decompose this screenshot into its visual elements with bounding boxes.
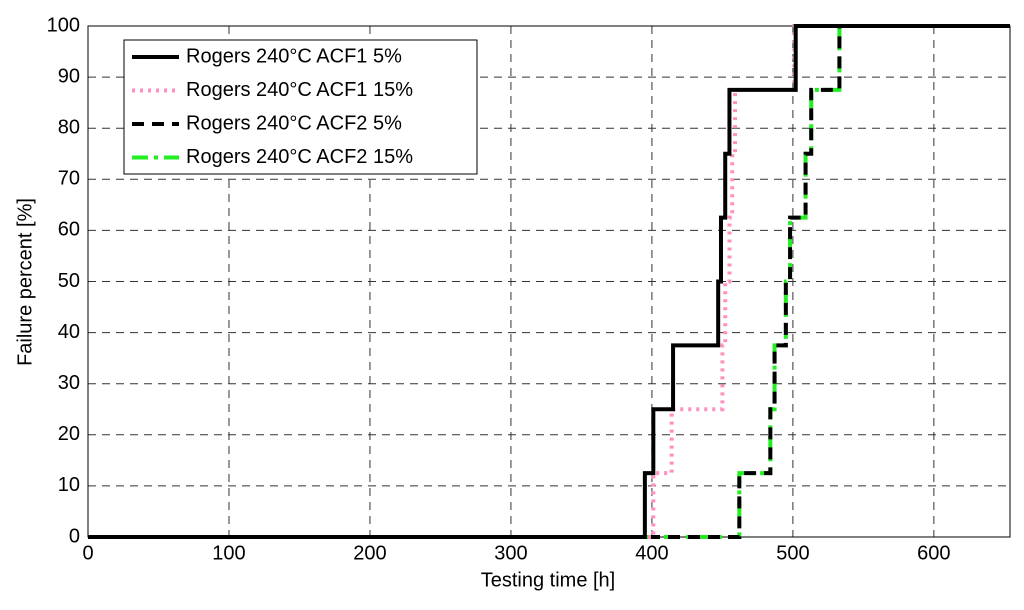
y-tick-label: 50	[58, 270, 80, 292]
y-tick-label: 80	[58, 116, 80, 138]
x-tick-label: 100	[212, 542, 245, 564]
x-axis-label: Testing time [h]	[481, 569, 616, 591]
x-tick-label: 400	[635, 542, 668, 564]
y-tick-label: 30	[58, 372, 80, 394]
legend-box	[123, 39, 478, 175]
y-tick-label: 0	[69, 525, 80, 547]
x-tick-label: 200	[353, 542, 386, 564]
x-tick-label: 500	[776, 542, 809, 564]
series-line	[88, 24, 1010, 539]
x-tick-label: 300	[494, 542, 527, 564]
y-tick-label: 40	[58, 321, 80, 343]
legend-label: Rogers 240°C ACF2 15%	[186, 146, 413, 168]
y-tick-label: 20	[58, 423, 80, 445]
legend-label: Rogers 240°C ACF1 15%	[186, 79, 413, 101]
y-tick-label: 10	[58, 474, 80, 496]
series-line	[88, 24, 1010, 539]
legend-label: Rogers 240°C ACF2 5%	[186, 112, 402, 134]
x-tick-label: 0	[82, 542, 93, 564]
y-tick-label: 70	[58, 168, 80, 190]
y-tick-label: 100	[47, 14, 80, 36]
legend-label: Rogers 240°C ACF1 5%	[186, 45, 402, 67]
x-tick-label: 600	[917, 542, 950, 564]
y-tick-label: 60	[58, 219, 80, 241]
y-axis-label: Failure percent [%]	[14, 198, 36, 366]
y-tick-label: 90	[58, 65, 80, 87]
